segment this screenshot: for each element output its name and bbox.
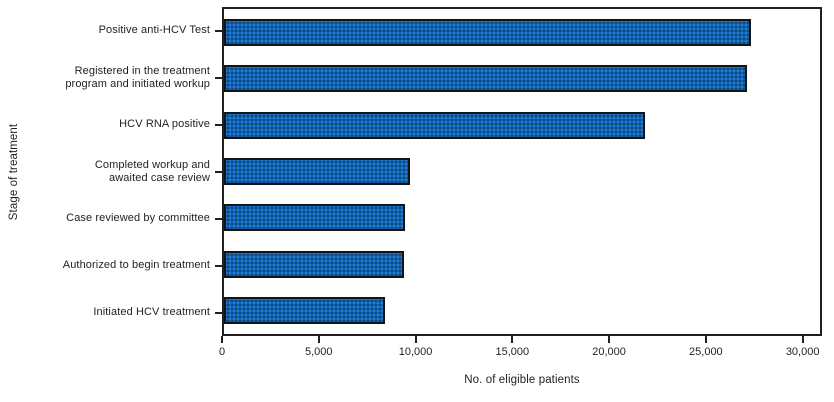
x-tick-mark: [221, 336, 223, 343]
bar-row: [224, 9, 820, 55]
plot-area: [222, 7, 822, 336]
category-label-row: Positive anti-HCV Test: [0, 7, 222, 54]
bar-row: [224, 288, 820, 334]
x-axis-title: No. of eligible patients: [464, 374, 580, 386]
x-tick-label: 15,000: [495, 346, 530, 358]
x-tick-mark: [414, 336, 417, 343]
bar: [224, 297, 386, 325]
category-label-row: Initiated HCV treatment: [0, 289, 222, 336]
bar-row: [224, 241, 820, 287]
bar: [224, 250, 404, 278]
y-tick-mark: [215, 170, 222, 173]
y-tick-mark: [215, 217, 222, 220]
bar-row: [224, 148, 820, 194]
y-tick-mark: [215, 311, 222, 314]
y-tick-mark: [215, 123, 222, 126]
bar-row: [224, 55, 820, 101]
x-tick-label: 25,000: [689, 346, 723, 358]
x-tick-label: 0: [218, 346, 226, 358]
category-label: HCV RNA positive: [119, 118, 210, 130]
category-label: Authorized to begin treatment: [62, 259, 210, 271]
y-tick-mark: [215, 76, 222, 79]
x-tick-label: 30,000: [785, 346, 820, 358]
x-tick-label: 5,000: [305, 346, 333, 358]
category-label: Initiated HCV treatment: [93, 306, 210, 318]
x-tick-mark: [704, 336, 707, 343]
x-tick-mark: [608, 336, 611, 343]
category-label-row: Completed workup and awaited case review: [0, 148, 222, 195]
category-label: Completed workup and awaited case review: [94, 158, 210, 184]
y-tick-mark: [215, 29, 222, 32]
category-label: Case reviewed by committee: [66, 212, 210, 224]
x-tick-mark: [801, 336, 804, 343]
x-tick-mark: [317, 336, 320, 343]
category-labels: Positive anti-HCV Test Registered in the …: [0, 7, 222, 336]
category-label: Positive anti-HCV Test: [98, 24, 210, 36]
x-tick-label: 20,000: [592, 346, 626, 358]
category-label-row: Authorized to begin treatment: [0, 242, 222, 289]
category-label-row: Registered in the treatment program and …: [0, 54, 222, 101]
bar: [224, 65, 747, 93]
bar-row: [224, 102, 820, 148]
category-label-row: HCV RNA positive: [0, 101, 222, 148]
bar: [224, 204, 405, 232]
category-label-row: Case reviewed by committee: [0, 195, 222, 242]
bar: [224, 18, 751, 46]
bar-row: [224, 195, 820, 241]
x-tick-mark: [511, 336, 514, 343]
bar: [224, 157, 411, 185]
category-label: Registered in the treatment program and …: [65, 64, 210, 90]
x-axis: 0 5,000 10,000 15,000 20,000 25,000 30,000: [218, 336, 822, 370]
bar: [224, 111, 646, 139]
x-tick-label: 10,000: [398, 346, 433, 358]
y-tick-mark: [215, 264, 222, 267]
